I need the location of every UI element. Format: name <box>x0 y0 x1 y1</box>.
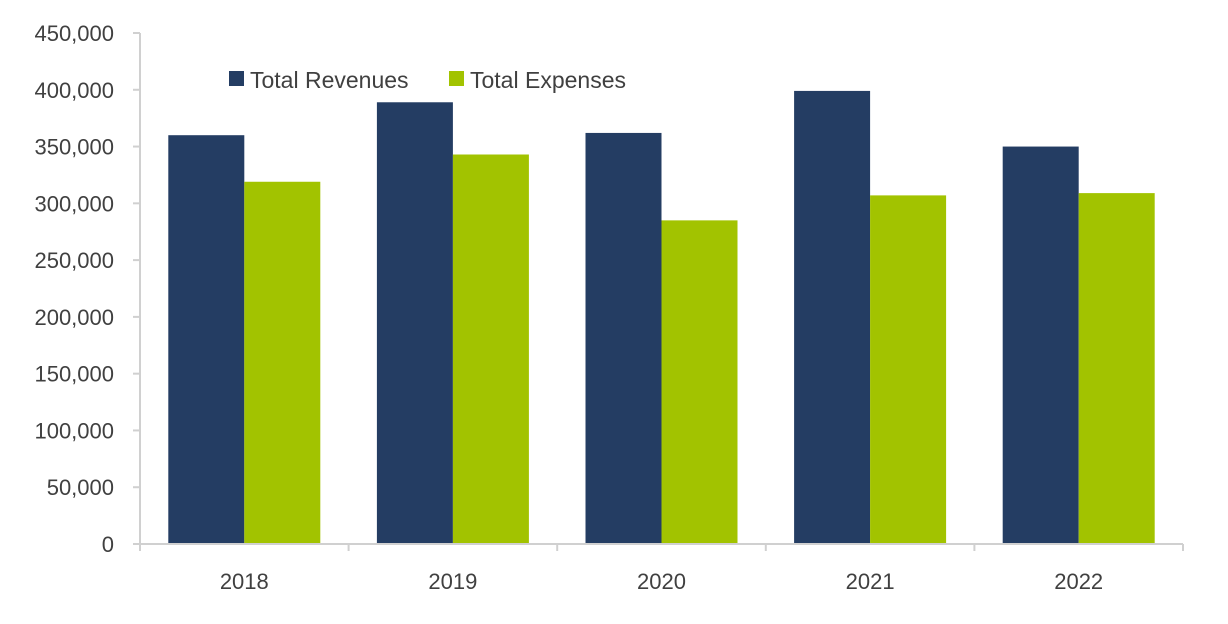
x-tick-label: 2019 <box>428 569 477 594</box>
y-tick-label: 300,000 <box>34 191 114 216</box>
y-tick-label: 400,000 <box>34 78 114 103</box>
bar-total-revenues-2018 <box>168 135 245 544</box>
bar-total-expenses-2020 <box>661 220 738 544</box>
x-tick-label: 2018 <box>220 569 269 594</box>
legend-swatch-total-revenues <box>229 71 244 86</box>
bar-total-expenses-2018 <box>244 181 321 544</box>
bar-total-revenues-2019 <box>376 102 453 544</box>
bar-total-revenues-2022 <box>1002 146 1079 545</box>
y-tick-label: 350,000 <box>34 135 114 160</box>
legend: Total Revenues Total Expenses <box>229 67 626 93</box>
bars-layer <box>168 90 1155 545</box>
x-tick-label: 2022 <box>1054 569 1103 594</box>
bar-total-expenses-2022 <box>1078 193 1155 544</box>
axes-layer <box>133 32 1184 551</box>
y-tick-label: 450,000 <box>34 21 114 46</box>
labels-layer: 0 50,000 100,000 150,000 200,000 250,000 300,0… <box>34 21 1103 594</box>
bar-total-revenues-2021 <box>794 90 871 544</box>
y-tick-label: 250,000 <box>34 248 114 273</box>
legend-swatch-total-expenses <box>449 71 464 86</box>
legend-label-total-revenues: Total Revenues <box>250 67 409 93</box>
y-tick-label: 200,000 <box>34 305 114 330</box>
bar-total-expenses-2019 <box>452 154 529 544</box>
legend-label-total-expenses: Total Expenses <box>470 67 626 93</box>
y-tick-label: 150,000 <box>34 362 114 387</box>
bar-total-expenses-2021 <box>870 195 947 544</box>
y-tick-label: 50,000 <box>47 475 114 500</box>
bar-total-revenues-2020 <box>585 132 662 544</box>
y-tick-label: 100,000 <box>34 418 114 443</box>
x-tick-label: 2021 <box>846 569 895 594</box>
y-tick-label: 0 <box>102 532 114 557</box>
x-tick-label: 2020 <box>637 569 686 594</box>
